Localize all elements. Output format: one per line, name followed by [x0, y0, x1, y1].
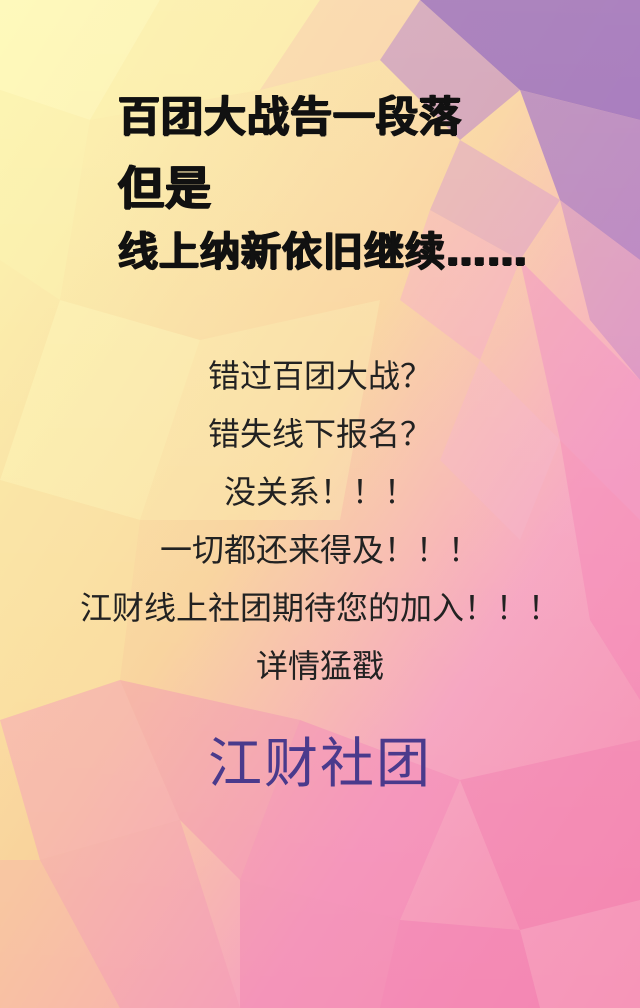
brand-name: 江财社团	[0, 732, 640, 796]
body-line-3: 没关系！！！	[0, 463, 640, 521]
body-line-1: 错过百团大战？	[0, 347, 640, 405]
body-line-6: 详情猛戳	[0, 637, 640, 695]
body-line-2: 错失线下报名？	[0, 405, 640, 463]
headline-line-2: 但是	[118, 160, 212, 216]
body-line-4: 一切都还来得及！！！	[0, 521, 640, 579]
body-line-5: 江财线上社团期待您的加入！！！	[0, 579, 640, 637]
headline-line-3: 线上纳新依旧继续……	[118, 226, 528, 278]
body-text: 错过百团大战？ 错失线下报名？ 没关系！！！ 一切都还来得及！！！ 江财线上社团…	[0, 347, 640, 695]
headline-line-1: 百团大战告一段落	[118, 92, 462, 142]
